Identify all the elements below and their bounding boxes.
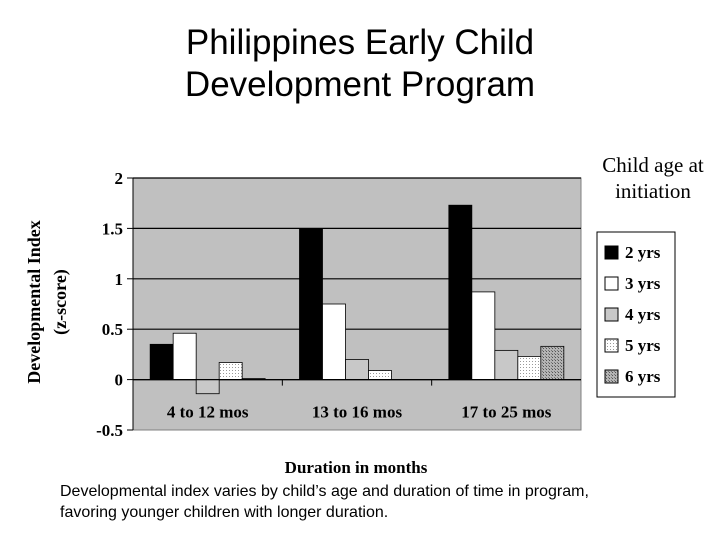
x-axis-label: Duration in months — [285, 458, 428, 477]
bar-2-yrs-0 — [149, 343, 174, 381]
bar-5-yrs-2 — [517, 356, 542, 380]
legend-label-5-yrs: 5 yrs — [625, 336, 661, 355]
caption-line-1: Developmental index varies by child’s ag… — [60, 483, 589, 500]
x-category-label: 4 to 12 mos — [167, 403, 249, 422]
slide-title-line-1: Philippines Early Child — [185, 23, 535, 62]
legend-swatch-3-yrs — [604, 276, 619, 291]
bar-4-yrs-2 — [494, 349, 519, 381]
y-tick-label: 1.5 — [102, 219, 123, 238]
legend-swatch-4-yrs — [604, 307, 619, 322]
legend-title-line-1: Child age at — [602, 153, 704, 177]
caption-line-2: favoring younger children with longer du… — [60, 503, 389, 521]
x-category-label: 13 to 16 mos — [312, 403, 403, 422]
bar-5-yrs-1 — [368, 370, 392, 381]
y-tick-label: 2 — [115, 169, 124, 188]
legend-title: Child age at initiation — [588, 152, 718, 205]
y-axis-label-line-1: Developmental Index — [24, 220, 44, 384]
x-category-label: 17 to 25 mos — [461, 403, 552, 422]
bar-2-yrs-2 — [448, 204, 473, 381]
bar-6-yrs-2 — [540, 345, 565, 380]
y-tick-label: -0.5 — [96, 421, 123, 440]
slide-title: Philippines Early Child Development Prog… — [60, 22, 660, 106]
legend-swatch-2-yrs — [604, 245, 619, 260]
bar-3-yrs-1 — [322, 303, 346, 380]
y-tick-label: 1 — [115, 270, 124, 289]
legend-title-line-2: initiation — [615, 179, 691, 204]
bar-3-yrs-0 — [172, 332, 197, 380]
bar-5-yrs-0 — [218, 362, 243, 380]
bar-2-yrs-1 — [299, 227, 323, 380]
y-tick-label: 0.5 — [102, 320, 123, 339]
slide-caption: Developmental index varies by child’s ag… — [60, 482, 720, 524]
legend-label-4-yrs: 4 yrs — [625, 305, 661, 324]
slide-title-line-2: Development Program — [184, 65, 536, 104]
legend-label-6-yrs: 6 yrs — [625, 367, 661, 386]
bar-4-yrs-1 — [345, 359, 369, 381]
legend-label-2-yrs: 2 yrs — [625, 243, 661, 262]
y-axis-label-line-2: (z-score) — [50, 269, 71, 335]
legend-swatch-6-yrs — [604, 369, 619, 384]
bar-4-yrs-0 — [195, 379, 220, 395]
bar-3-yrs-2 — [471, 291, 496, 380]
y-tick-label: 0 — [115, 371, 124, 390]
legend-swatch-5-yrs — [604, 338, 619, 353]
legend-label-3-yrs: 3 yrs — [625, 274, 661, 293]
